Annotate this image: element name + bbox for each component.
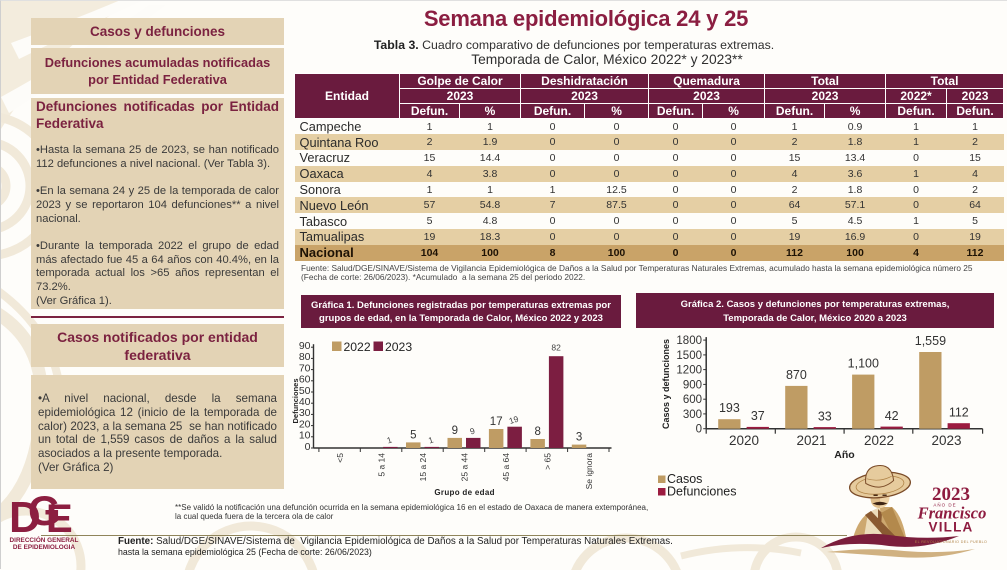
svg-text:Defunciones: Defunciones — [667, 485, 737, 499]
svg-text:82: 82 — [551, 343, 561, 353]
svg-text:2021: 2021 — [796, 433, 826, 448]
svg-text:8: 8 — [534, 426, 540, 438]
svg-text:70: 70 — [299, 362, 311, 374]
svg-text:15 a 24: 15 a 24 — [418, 453, 428, 482]
svg-text:2020: 2020 — [729, 433, 759, 448]
svg-text:E: E — [46, 497, 73, 541]
svg-text:1200: 1200 — [676, 365, 702, 377]
svg-text:30: 30 — [299, 407, 311, 419]
svg-text:300: 300 — [683, 409, 702, 421]
svg-text:1: 1 — [427, 434, 435, 445]
svg-text:1,559: 1,559 — [915, 334, 946, 348]
svg-text:870: 870 — [786, 368, 807, 382]
svg-text:G: G — [28, 487, 61, 534]
svg-text:AÑO DE: AÑO DE — [933, 502, 956, 508]
svg-text:17: 17 — [490, 416, 503, 428]
svg-text:D: D — [9, 493, 41, 542]
svg-text:Defunciones: Defunciones — [291, 378, 300, 423]
svg-text:5: 5 — [410, 429, 416, 441]
svg-text:0: 0 — [696, 424, 702, 436]
svg-text:50: 50 — [299, 385, 311, 397]
svg-text:112: 112 — [949, 405, 969, 419]
svg-text:33: 33 — [818, 409, 832, 423]
svg-text:37: 37 — [751, 409, 765, 423]
svg-text:Casos y defunciones: Casos y defunciones — [661, 339, 671, 429]
svg-text:2023: 2023 — [932, 484, 970, 505]
svg-text:10: 10 — [299, 430, 311, 442]
svg-text:1500: 1500 — [676, 350, 702, 362]
svg-text:2022: 2022 — [344, 340, 371, 354]
svg-text:DE EPIDEMIOLOGIA: DE EPIDEMIOLOGIA — [13, 544, 76, 551]
svg-text:<5: <5 — [335, 453, 345, 463]
svg-text:0: 0 — [305, 441, 311, 453]
svg-text:Francisco: Francisco — [917, 504, 987, 523]
svg-text:2022: 2022 — [864, 433, 894, 448]
svg-text:42: 42 — [885, 409, 899, 423]
svg-text:EL REVOLUCIONARIO DEL PUEBLO: EL REVOLUCIONARIO DEL PUEBLO — [915, 540, 987, 544]
svg-text:19: 19 — [508, 414, 520, 427]
svg-text:Casos: Casos — [667, 472, 702, 486]
svg-text:600: 600 — [683, 394, 702, 406]
svg-text:3: 3 — [576, 432, 582, 444]
svg-text:193: 193 — [719, 401, 740, 415]
svg-text:Se ignora: Se ignora — [584, 453, 594, 490]
svg-text:VILLA: VILLA — [929, 520, 974, 535]
svg-text:1800: 1800 — [676, 335, 702, 347]
svg-text:9: 9 — [468, 425, 476, 436]
svg-text:> 65: > 65 — [542, 453, 552, 470]
svg-text:Grupo de edad: Grupo de edad — [434, 488, 494, 497]
svg-text:2023: 2023 — [931, 433, 961, 448]
svg-text:60: 60 — [299, 374, 311, 386]
svg-text:1,100: 1,100 — [848, 357, 879, 371]
svg-text:900: 900 — [683, 379, 702, 391]
svg-text:40: 40 — [299, 396, 311, 408]
svg-text:9: 9 — [452, 425, 458, 437]
svg-text:45 a 64: 45 a 64 — [501, 453, 511, 482]
svg-text:90: 90 — [299, 340, 311, 352]
svg-text:1: 1 — [386, 434, 394, 445]
svg-text:20: 20 — [299, 418, 311, 430]
svg-text:5 a 14: 5 a 14 — [377, 453, 387, 477]
svg-text:25 a 44: 25 a 44 — [460, 453, 470, 482]
svg-text:DIRECCIÓN GENERAL: DIRECCIÓN GENERAL — [10, 535, 79, 544]
svg-text:Año: Año — [834, 449, 854, 461]
svg-text:2023: 2023 — [385, 340, 412, 354]
svg-text:80: 80 — [299, 351, 311, 363]
